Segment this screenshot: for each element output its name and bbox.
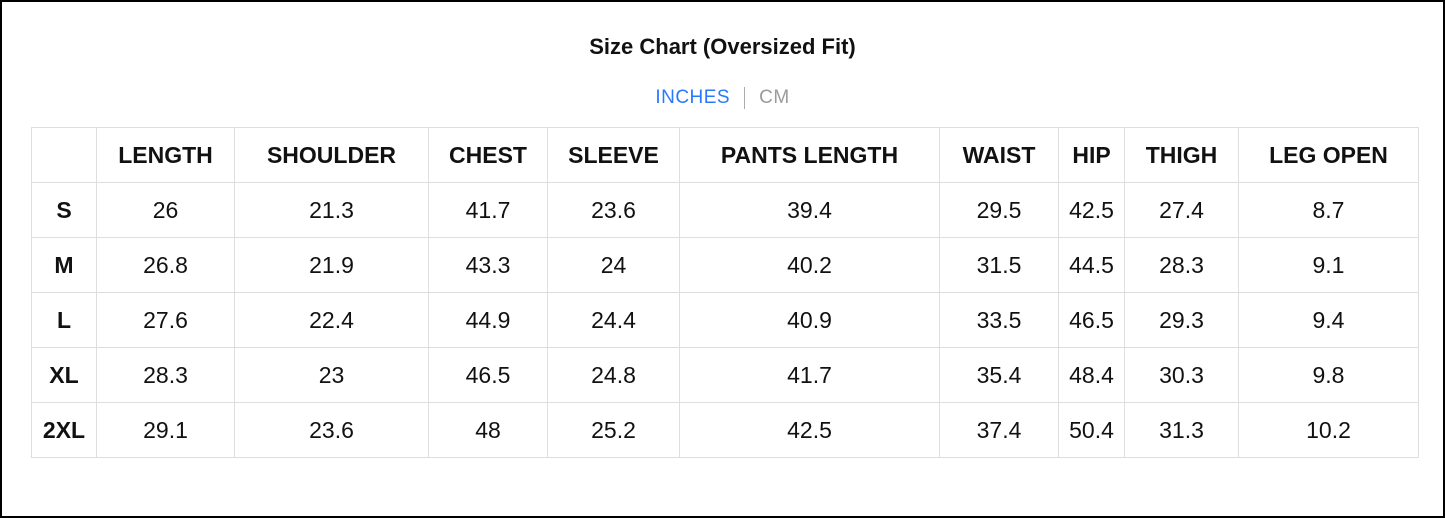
size-chart-table: LENGTH SHOULDER CHEST SLEEVE PANTS LENGT…	[31, 127, 1419, 458]
size-label: S	[31, 182, 97, 238]
cell-leg-open: 9.8	[1238, 347, 1419, 403]
cell-thigh: 27.4	[1124, 182, 1239, 238]
cell-chest: 43.3	[428, 237, 548, 293]
cell-hip: 44.5	[1058, 237, 1125, 293]
cell-sleeve: 23.6	[547, 182, 680, 238]
header-chest: CHEST	[428, 127, 548, 183]
cell-chest: 48	[428, 402, 548, 458]
cell-pants-length: 40.2	[679, 237, 940, 293]
cell-length: 27.6	[96, 292, 235, 348]
table-row-m: M 26.8 21.9 43.3 24 40.2 31.5 44.5 28.3 …	[31, 237, 1419, 293]
unit-inches-button[interactable]: INCHES	[655, 87, 731, 108]
header-pants-length: PANTS LENGTH	[679, 127, 940, 183]
cell-leg-open: 8.7	[1238, 182, 1419, 238]
header-hip: HIP	[1058, 127, 1125, 183]
header-length: LENGTH	[96, 127, 235, 183]
cell-shoulder: 22.4	[234, 292, 429, 348]
cell-thigh: 29.3	[1124, 292, 1239, 348]
cell-length: 26.8	[96, 237, 235, 293]
cell-hip: 50.4	[1058, 402, 1125, 458]
unit-toggle-divider	[744, 87, 746, 109]
size-label: L	[31, 292, 97, 348]
table-row-s: S 26 21.3 41.7 23.6 39.4 29.5 42.5 27.4 …	[31, 182, 1419, 238]
header-thigh: THIGH	[1124, 127, 1239, 183]
cell-pants-length: 41.7	[679, 347, 940, 403]
cell-shoulder: 21.3	[234, 182, 429, 238]
cell-chest: 44.9	[428, 292, 548, 348]
cell-sleeve: 24.8	[547, 347, 680, 403]
cell-waist: 33.5	[939, 292, 1059, 348]
cell-leg-open: 9.4	[1238, 292, 1419, 348]
cell-hip: 42.5	[1058, 182, 1125, 238]
unit-toggle: INCHES CM	[2, 87, 1443, 109]
header-leg-open: LEG OPEN	[1238, 127, 1419, 183]
cell-length: 28.3	[96, 347, 235, 403]
cell-sleeve: 24	[547, 237, 680, 293]
cell-thigh: 30.3	[1124, 347, 1239, 403]
cell-shoulder: 23.6	[234, 402, 429, 458]
header-sleeve: SLEEVE	[547, 127, 680, 183]
table-row-xl: XL 28.3 23 46.5 24.8 41.7 35.4 48.4 30.3…	[31, 347, 1419, 403]
cell-thigh: 31.3	[1124, 402, 1239, 458]
table-header-row: LENGTH SHOULDER CHEST SLEEVE PANTS LENGT…	[31, 127, 1419, 183]
cell-hip: 48.4	[1058, 347, 1125, 403]
cell-chest: 41.7	[428, 182, 548, 238]
cell-thigh: 28.3	[1124, 237, 1239, 293]
cell-waist: 29.5	[939, 182, 1059, 238]
header-shoulder: SHOULDER	[234, 127, 429, 183]
cell-pants-length: 39.4	[679, 182, 940, 238]
cell-sleeve: 25.2	[547, 402, 680, 458]
cell-waist: 35.4	[939, 347, 1059, 403]
cell-waist: 37.4	[939, 402, 1059, 458]
header-waist: WAIST	[939, 127, 1059, 183]
cell-hip: 46.5	[1058, 292, 1125, 348]
cell-leg-open: 10.2	[1238, 402, 1419, 458]
cell-pants-length: 40.9	[679, 292, 940, 348]
cell-waist: 31.5	[939, 237, 1059, 293]
unit-cm-button[interactable]: CM	[759, 87, 790, 108]
cell-leg-open: 9.1	[1238, 237, 1419, 293]
cell-shoulder: 21.9	[234, 237, 429, 293]
table-row-2xl: 2XL 29.1 23.6 48 25.2 42.5 37.4 50.4 31.…	[31, 402, 1419, 458]
cell-pants-length: 42.5	[679, 402, 940, 458]
size-chart-title: Size Chart (Oversized Fit)	[589, 34, 856, 59]
size-label: M	[31, 237, 97, 293]
cell-shoulder: 23	[234, 347, 429, 403]
cell-length: 29.1	[96, 402, 235, 458]
cell-sleeve: 24.4	[547, 292, 680, 348]
size-label: 2XL	[31, 402, 97, 458]
table-row-l: L 27.6 22.4 44.9 24.4 40.9 33.5 46.5 29.…	[31, 292, 1419, 348]
cell-length: 26	[96, 182, 235, 238]
cell-chest: 46.5	[428, 347, 548, 403]
header-size	[31, 127, 97, 183]
size-label: XL	[31, 347, 97, 403]
